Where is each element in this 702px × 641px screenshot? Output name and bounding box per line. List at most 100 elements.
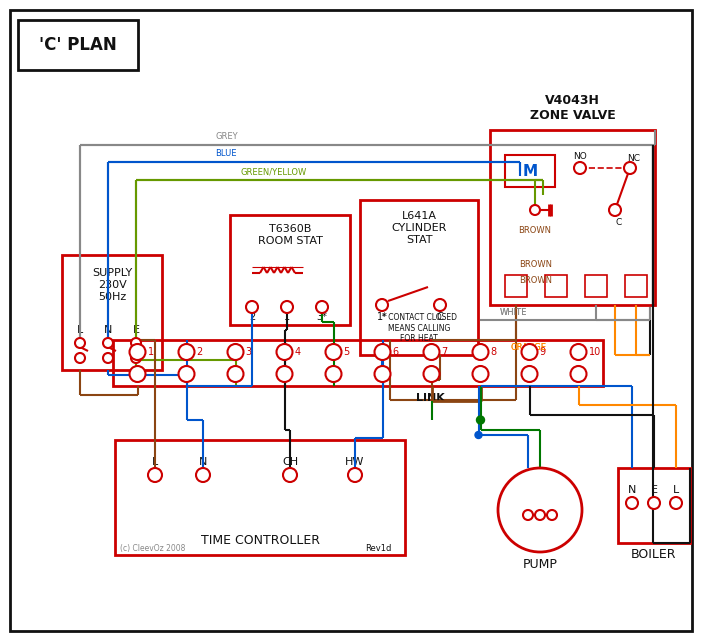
Bar: [62, 255, 162, 370]
Text: * CONTACT CLOSED
MEANS CALLING
FOR HEAT: * CONTACT CLOSED MEANS CALLING FOR HEAT: [381, 313, 456, 343]
Text: 7: 7: [442, 347, 448, 357]
Circle shape: [530, 205, 540, 215]
Circle shape: [624, 162, 636, 174]
Text: WHITE: WHITE: [500, 308, 527, 317]
Text: N: N: [628, 485, 636, 495]
Bar: [115, 440, 405, 555]
Circle shape: [523, 510, 533, 520]
Text: 10: 10: [588, 347, 601, 357]
Circle shape: [178, 344, 194, 360]
Circle shape: [277, 366, 293, 382]
Text: 'C' PLAN: 'C' PLAN: [39, 36, 117, 54]
Text: (c) CleevOz 2008: (c) CleevOz 2008: [120, 544, 185, 553]
Text: 1: 1: [147, 347, 154, 357]
Text: V4043H
ZONE VALVE: V4043H ZONE VALVE: [529, 94, 616, 122]
Text: BOILER: BOILER: [631, 549, 677, 562]
Text: L: L: [152, 457, 158, 467]
Circle shape: [477, 416, 484, 424]
Text: L641A
CYLINDER
STAT: L641A CYLINDER STAT: [391, 212, 446, 245]
Circle shape: [423, 344, 439, 360]
Circle shape: [283, 468, 297, 482]
Circle shape: [227, 366, 244, 382]
Bar: [18, 20, 138, 70]
Text: ORANGE: ORANGE: [510, 343, 546, 352]
Text: L: L: [673, 485, 679, 495]
Text: 5: 5: [343, 347, 350, 357]
Circle shape: [423, 366, 439, 382]
Text: E: E: [537, 521, 543, 531]
Text: LINK: LINK: [416, 393, 444, 403]
Circle shape: [571, 366, 586, 382]
Text: T6360B
ROOM STAT: T6360B ROOM STAT: [258, 224, 322, 246]
Circle shape: [277, 344, 293, 360]
Text: 3: 3: [246, 347, 251, 357]
Bar: [618, 468, 690, 543]
Text: 1: 1: [284, 312, 290, 322]
Circle shape: [434, 299, 446, 311]
Text: C: C: [616, 217, 622, 226]
Circle shape: [376, 299, 388, 311]
Bar: [113, 340, 603, 386]
Text: NC: NC: [628, 153, 640, 163]
Circle shape: [574, 162, 586, 174]
Circle shape: [148, 468, 162, 482]
Circle shape: [547, 510, 557, 520]
Text: Rev1d: Rev1d: [365, 544, 392, 553]
Circle shape: [609, 204, 621, 216]
Circle shape: [103, 338, 113, 348]
Circle shape: [648, 497, 660, 509]
Bar: [360, 200, 478, 355]
Circle shape: [246, 301, 258, 313]
Circle shape: [103, 353, 113, 363]
Circle shape: [626, 497, 638, 509]
Text: GREY: GREY: [215, 132, 237, 141]
Circle shape: [196, 468, 210, 482]
Circle shape: [131, 353, 141, 363]
Circle shape: [129, 344, 145, 360]
Text: PUMP: PUMP: [522, 558, 557, 570]
Text: CH: CH: [282, 457, 298, 467]
Circle shape: [75, 338, 85, 348]
Circle shape: [522, 366, 538, 382]
Text: 1*: 1*: [376, 312, 388, 322]
Bar: [585, 275, 607, 297]
Text: 8: 8: [491, 347, 496, 357]
Text: SUPPLY
230V
50Hz: SUPPLY 230V 50Hz: [92, 269, 132, 302]
Text: 4: 4: [295, 347, 300, 357]
Circle shape: [374, 366, 390, 382]
Circle shape: [326, 344, 341, 360]
Bar: [505, 155, 555, 187]
Circle shape: [326, 366, 341, 382]
Text: E: E: [133, 325, 140, 335]
Text: TIME CONTROLLER: TIME CONTROLLER: [201, 535, 319, 547]
Text: N: N: [524, 521, 531, 531]
Text: C: C: [437, 312, 444, 322]
Circle shape: [475, 431, 482, 438]
Circle shape: [472, 366, 489, 382]
Circle shape: [129, 366, 145, 382]
Circle shape: [131, 338, 141, 348]
Bar: [542, 497, 556, 521]
Bar: [505, 275, 527, 297]
Circle shape: [472, 344, 489, 360]
Circle shape: [227, 344, 244, 360]
Circle shape: [178, 366, 194, 382]
Text: BROWN: BROWN: [518, 226, 551, 235]
Circle shape: [316, 301, 328, 313]
Circle shape: [75, 353, 85, 363]
Circle shape: [535, 510, 545, 520]
Text: BROWN: BROWN: [519, 276, 552, 285]
Text: L: L: [77, 325, 83, 335]
Bar: [545, 275, 567, 297]
Circle shape: [374, 344, 390, 360]
Text: E: E: [651, 485, 658, 495]
Text: WHITE: WHITE: [500, 308, 527, 317]
Circle shape: [281, 301, 293, 313]
Text: ORANGE: ORANGE: [510, 343, 546, 352]
Circle shape: [522, 344, 538, 360]
Text: NO: NO: [573, 151, 587, 160]
Text: BLUE: BLUE: [215, 149, 237, 158]
Bar: [524, 497, 538, 521]
Bar: [490, 130, 655, 305]
Circle shape: [498, 468, 582, 552]
